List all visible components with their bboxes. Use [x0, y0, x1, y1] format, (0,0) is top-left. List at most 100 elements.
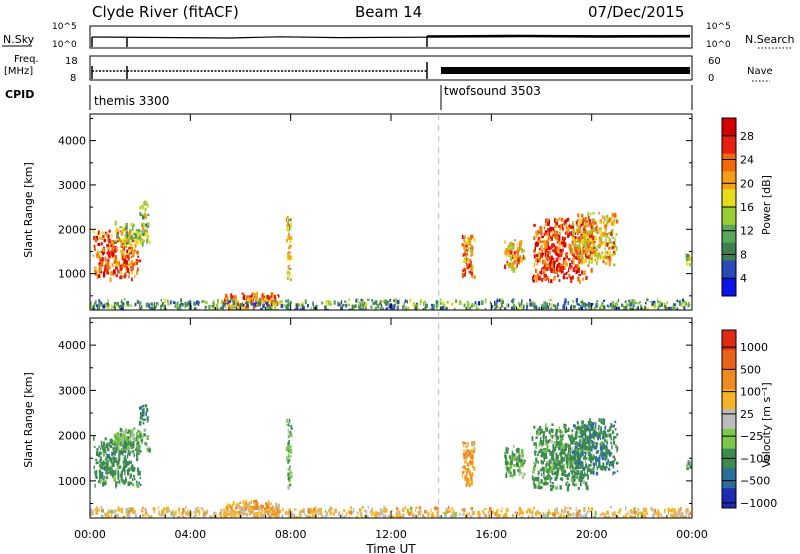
echo-cell	[228, 300, 231, 304]
echo-cell	[504, 454, 507, 458]
program-2: twofsound 3503	[444, 84, 541, 98]
echo-cell	[100, 506, 103, 510]
echo-cell	[94, 238, 98, 243]
echo-cell	[612, 246, 615, 249]
echo-cell	[288, 423, 290, 427]
echo-cell	[248, 504, 250, 509]
echo-cell	[461, 234, 464, 239]
echo-cell	[299, 512, 302, 517]
echo-cell	[112, 440, 116, 444]
echo-cell	[469, 515, 472, 518]
echo-cell	[120, 307, 123, 310]
echo-cell	[250, 500, 252, 505]
echo-cell	[584, 451, 587, 456]
echo-cell	[565, 223, 568, 226]
colorbar-segment	[722, 409, 736, 430]
echo-cell	[345, 303, 347, 308]
echo-cell	[286, 223, 288, 229]
echo-cell	[97, 508, 100, 512]
echo-cell	[557, 238, 561, 242]
echo-cell	[581, 437, 583, 442]
echo-cell	[138, 470, 141, 476]
echo-cell	[588, 442, 591, 448]
echo-cell	[513, 304, 515, 308]
echo-cell	[431, 511, 434, 517]
echo-cell	[534, 511, 538, 517]
echo-cell	[550, 487, 553, 492]
echo-cell	[511, 245, 514, 250]
echo-cell	[598, 211, 600, 215]
echo-cell	[474, 301, 477, 305]
echo-cell	[275, 507, 277, 513]
echo-cell	[533, 425, 536, 429]
echo-cell	[123, 450, 126, 454]
echo-cell	[120, 432, 122, 437]
echo-cell	[563, 242, 567, 248]
echo-cell	[587, 305, 590, 308]
echo-cell	[510, 460, 513, 466]
echo-cell	[615, 304, 619, 307]
echo-cell	[537, 255, 540, 259]
echo-cell	[594, 510, 597, 516]
echo-cell	[102, 449, 105, 453]
echo-cell	[142, 239, 145, 243]
echo-cell	[188, 303, 191, 306]
echo-cell	[118, 454, 121, 459]
echo-cell	[146, 204, 150, 208]
echo-cell	[608, 255, 612, 260]
echo-cell	[164, 512, 167, 518]
echo-cell	[103, 479, 106, 483]
echo-cell	[612, 214, 615, 217]
echo-cell	[130, 481, 132, 485]
echo-cell	[182, 515, 184, 518]
echo-cell	[100, 462, 103, 466]
echo-cell	[537, 251, 540, 255]
echo-cell	[116, 301, 119, 306]
echo-cell	[595, 442, 599, 446]
echo-cell	[616, 301, 618, 305]
echo-cell	[579, 466, 581, 470]
echo-cell	[593, 240, 596, 244]
echo-cell	[585, 217, 588, 220]
program-1: themis 3300	[94, 94, 169, 108]
echo-cell	[125, 266, 128, 270]
echo-cell	[360, 302, 362, 306]
echo-cell	[402, 513, 405, 518]
echo-cell	[206, 510, 209, 513]
echo-region	[686, 460, 692, 471]
echo-cell	[280, 300, 283, 304]
echo-cell	[277, 503, 280, 509]
echo-cell	[578, 221, 581, 226]
echo-cell	[287, 442, 289, 447]
echo-cell	[148, 240, 151, 245]
echo-cell	[566, 429, 569, 433]
echo-cell	[289, 238, 291, 244]
echo-cell	[321, 301, 324, 305]
echo-cell	[100, 440, 103, 446]
echo-cell	[93, 247, 97, 251]
echo-cell	[235, 503, 237, 507]
echo-cell	[104, 437, 107, 441]
echo-cell	[118, 237, 121, 242]
echo-cell	[554, 250, 557, 254]
echo-cell	[206, 301, 208, 305]
echo-cell	[590, 440, 593, 444]
echo-cell	[500, 298, 503, 304]
echo-cell	[563, 273, 566, 276]
echo-cell	[537, 258, 541, 261]
echo-cell	[94, 508, 96, 511]
echo-cell	[100, 514, 103, 518]
echo-cell	[402, 305, 405, 310]
echo-cell	[515, 452, 517, 456]
echo-cell	[584, 441, 588, 445]
echo-cell	[101, 302, 103, 305]
echo-cell	[202, 509, 205, 512]
echo-cell	[592, 244, 595, 249]
echo-cell	[109, 277, 112, 283]
echo-cell	[563, 511, 566, 514]
echo-cell	[588, 302, 590, 306]
echo-cell	[575, 445, 578, 449]
echo-cell	[608, 232, 611, 235]
echo-cell	[160, 304, 163, 307]
echo-cell	[553, 268, 556, 274]
